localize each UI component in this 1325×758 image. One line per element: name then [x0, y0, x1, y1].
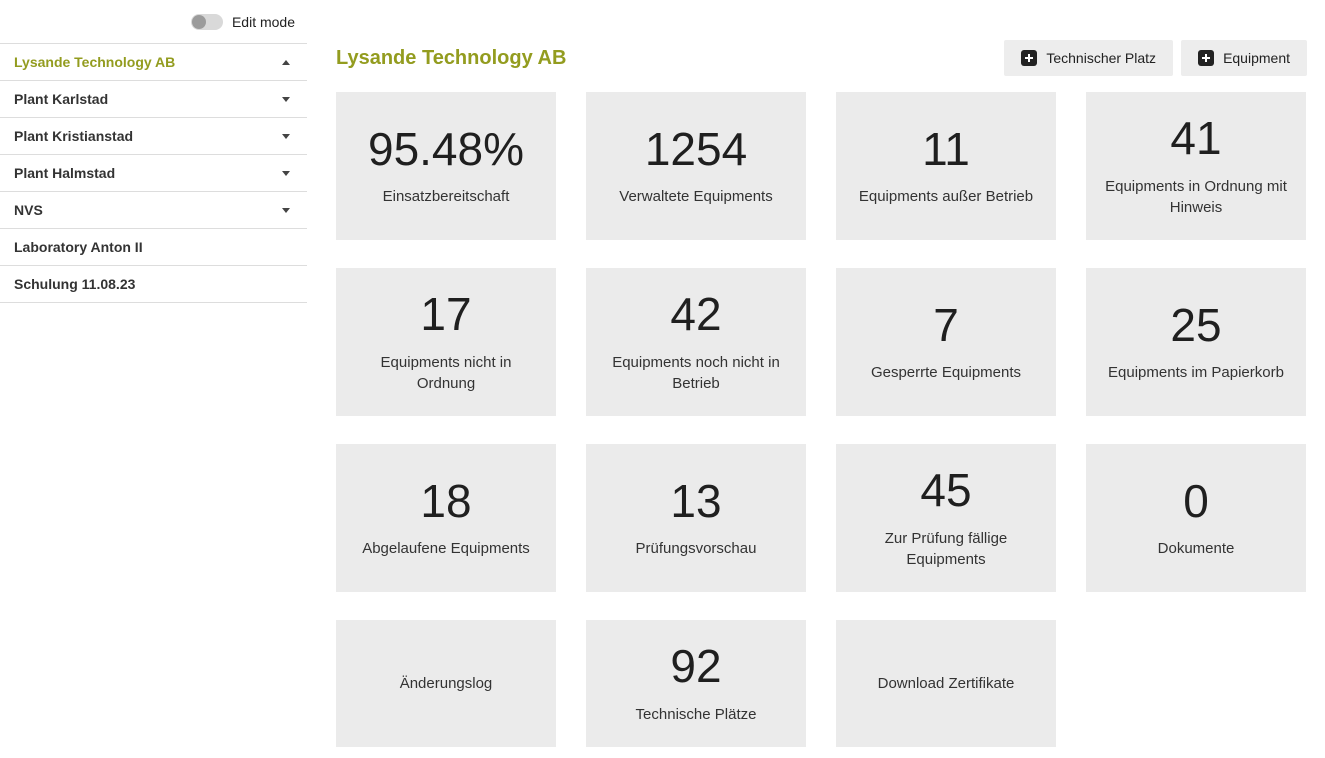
tile-label: Equipments in Ordnung mit Hinweis: [1105, 177, 1287, 217]
tile-label: Download Zertifikate: [877, 674, 1015, 692]
edit-mode-row: Edit mode: [0, 0, 307, 43]
tile-equipments-im-papierkorb[interactable]: 25 Equipments im Papierkorb: [1086, 268, 1306, 416]
sidebar-item-label: Plant Halmstad: [14, 165, 116, 181]
empty-grid-cell: [1086, 620, 1306, 747]
chevron-up-icon: [282, 59, 290, 65]
dashboard-main: Lysande Technology AB Technischer Platz …: [307, 0, 1325, 758]
tile-gesperrte-equipments[interactable]: 7 Gesperrte Equipments: [836, 268, 1056, 416]
chevron-down-icon: [282, 96, 290, 102]
plus-square-icon: [1021, 50, 1038, 66]
header-actions: Technischer Platz Equipment: [1004, 40, 1307, 76]
tile-label: Equipments außer Betrieb: [858, 188, 1034, 206]
chevron-down-icon: [282, 207, 290, 213]
page-title: Lysande Technology AB: [336, 47, 567, 69]
tile-technische-plaetze[interactable]: 92 Technische Plätze: [586, 620, 806, 747]
tile-value: 45: [920, 463, 972, 516]
tile-label: Equipments noch nicht in Betrieb: [612, 353, 780, 393]
sidebar-item-label: Plant Karlstad: [14, 91, 109, 107]
tile-label: Zur Prüfung fällige Equipments: [884, 529, 1008, 569]
chevron-down-icon: [282, 170, 290, 176]
tile-download-zertifikate[interactable]: Download Zertifikate: [836, 620, 1056, 747]
edit-mode-toggle[interactable]: [190, 13, 223, 30]
sidebar-item-label: Schulung 11.08.23: [14, 276, 136, 292]
plus-square-icon: [1198, 50, 1215, 66]
tile-equipments-noch-nicht-in-betrieb[interactable]: 42 Equipments noch nicht in Betrieb: [586, 268, 806, 416]
tile-value: 25: [1170, 298, 1222, 351]
tile-aenderungslog[interactable]: Änderungslog: [336, 620, 556, 747]
sidebar-item-schulung-11-08-23[interactable]: Schulung 11.08.23: [0, 266, 307, 303]
add-technischer-platz-button[interactable]: Technischer Platz: [1004, 40, 1174, 76]
tile-value: 95.48%: [367, 122, 524, 175]
tile-pruefungsvorschau[interactable]: 13 Prüfungsvorschau: [586, 444, 806, 592]
tile-label: Equipments nicht in Ordnung: [380, 353, 512, 393]
tile-label: Dokumente: [1157, 540, 1235, 558]
sidebar-item-plant-kristianstad[interactable]: Plant Kristianstad: [0, 118, 307, 155]
tile-label: Einsatzbereitschaft: [382, 188, 510, 206]
main-header: Lysande Technology AB Technischer Platz …: [336, 40, 1307, 76]
sidebar-item-label: Laboratory Anton II: [14, 239, 143, 255]
tile-value: 17: [420, 287, 472, 340]
tile-value: 11: [922, 122, 970, 175]
tile-zur-pruefung-faellige-equipments[interactable]: 45 Zur Prüfung fällige Equipments: [836, 444, 1056, 592]
button-label: Equipment: [1223, 50, 1290, 66]
tile-abgelaufene-equipments[interactable]: 18 Abgelaufene Equipments: [336, 444, 556, 592]
tile-label: Verwaltete Equipments: [619, 188, 773, 206]
hierarchy-sidebar: Edit mode Lysande Technology AB Plant Ka…: [0, 0, 307, 758]
tile-value: 0: [1183, 474, 1209, 527]
sidebar-item-lysande-technology-ab[interactable]: Lysande Technology AB: [0, 44, 307, 81]
tile-label: Änderungslog: [399, 674, 493, 692]
tile-equipments-ausser-betrieb[interactable]: 11 Equipments außer Betrieb: [836, 92, 1056, 240]
tile-label: Technische Plätze: [635, 705, 757, 723]
tile-dokumente[interactable]: 0 Dokumente: [1086, 444, 1306, 592]
tile-label: Abgelaufene Equipments: [362, 540, 530, 558]
tile-value: 18: [420, 474, 472, 527]
edit-mode-label: Edit mode: [231, 13, 295, 30]
tile-value: 42: [670, 287, 722, 340]
tile-label: Gesperrte Equipments: [870, 364, 1022, 382]
kpi-grid: 95.48% Einsatzbereitschaft 1254 Verwalte…: [336, 92, 1307, 747]
sidebar-item-label: Plant Kristianstad: [14, 128, 134, 144]
sidebar-item-plant-halmstad[interactable]: Plant Halmstad: [0, 155, 307, 192]
tile-einsatzbereitschaft[interactable]: 95.48% Einsatzbereitschaft: [336, 92, 556, 240]
tile-value: 92: [670, 640, 722, 693]
tile-value: 1254: [644, 122, 748, 175]
sidebar-item-label: Lysande Technology AB: [14, 54, 176, 70]
tile-value: 7: [933, 298, 959, 351]
tile-verwaltete-equipments[interactable]: 1254 Verwaltete Equipments: [586, 92, 806, 240]
add-equipment-button[interactable]: Equipment: [1181, 40, 1307, 76]
tile-value: 41: [1170, 111, 1222, 164]
chevron-down-icon: [282, 133, 290, 139]
toggle-knob: [191, 14, 206, 29]
sidebar-item-plant-karlstad[interactable]: Plant Karlstad: [0, 81, 307, 118]
sidebar-item-laboratory-anton-ii[interactable]: Laboratory Anton II: [0, 229, 307, 266]
sidebar-item-nvs[interactable]: NVS: [0, 192, 307, 229]
button-label: Technischer Platz: [1046, 50, 1157, 66]
tile-equipments-nicht-in-ordnung[interactable]: 17 Equipments nicht in Ordnung: [336, 268, 556, 416]
sidebar-item-label: NVS: [14, 202, 43, 218]
tile-value: 13: [670, 474, 722, 527]
tile-label: Equipments im Papierkorb: [1108, 364, 1284, 382]
tile-label: Prüfungsvorschau: [635, 540, 757, 558]
tile-equipments-in-ordnung-mit-hinweis[interactable]: 41 Equipments in Ordnung mit Hinweis: [1086, 92, 1306, 240]
hierarchy-tree: Lysande Technology AB Plant Karlstad Pla…: [0, 43, 307, 303]
